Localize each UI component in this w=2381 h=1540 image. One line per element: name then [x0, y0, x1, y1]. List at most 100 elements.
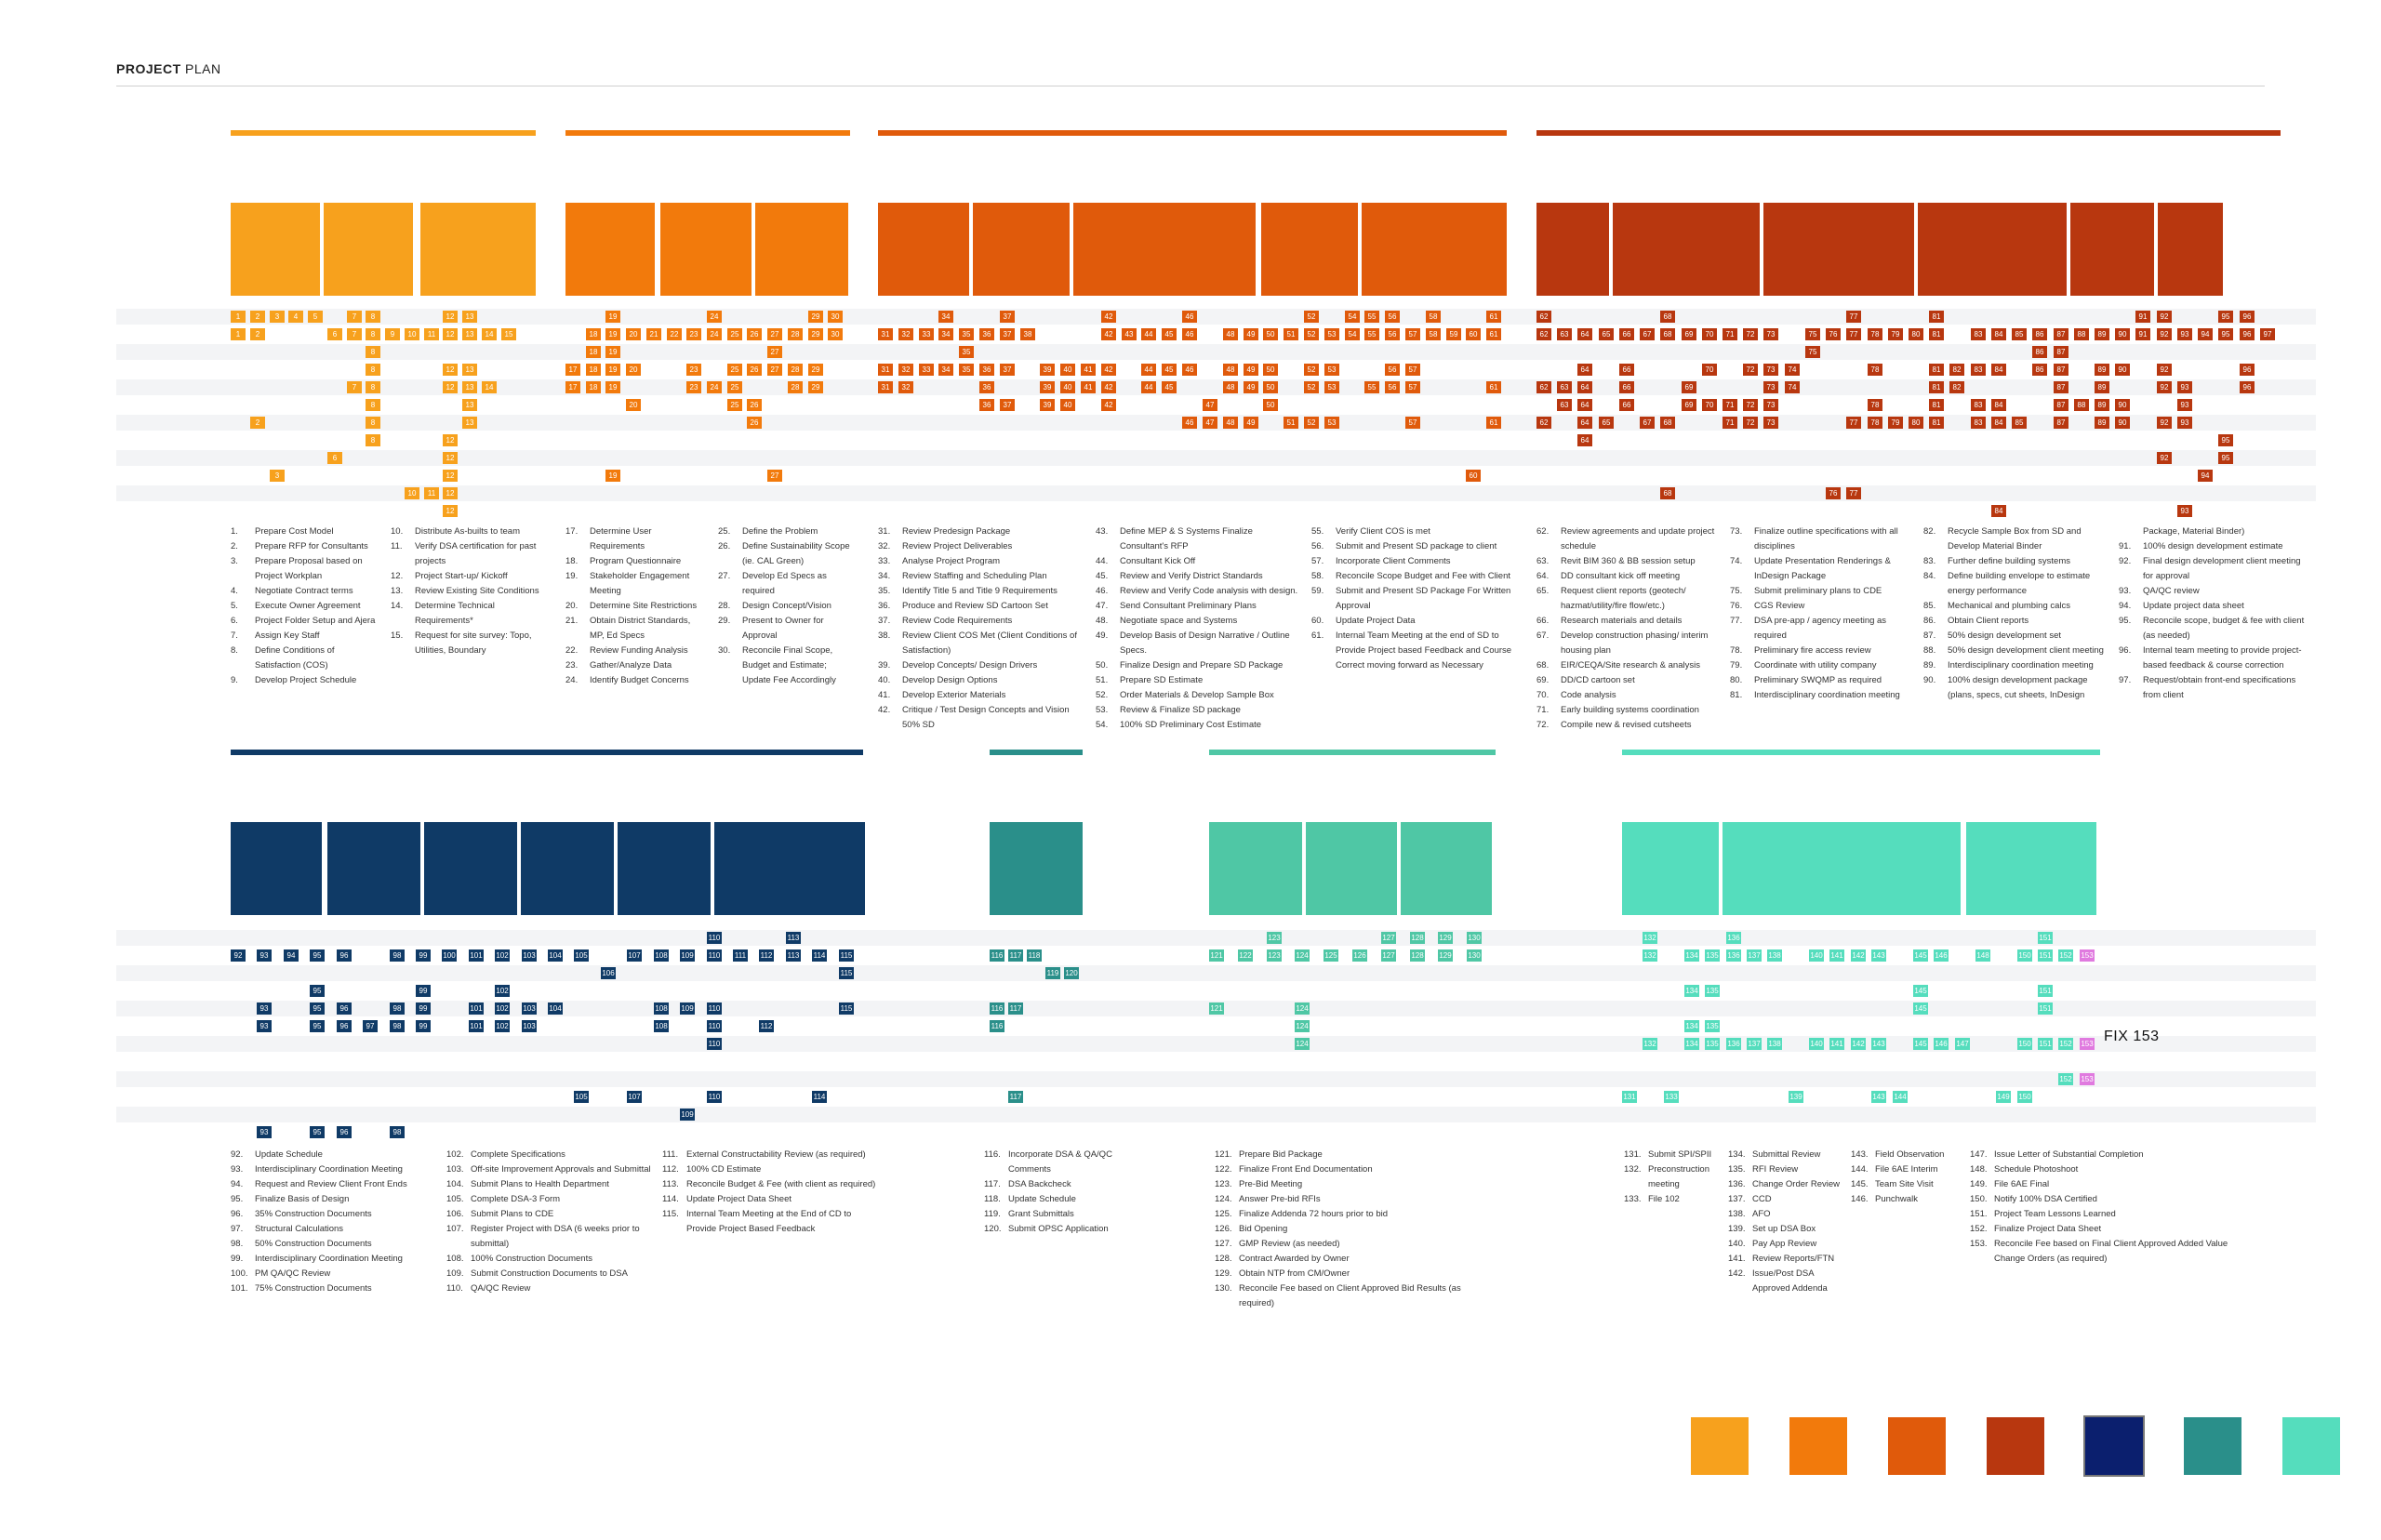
task-cell: 103 [522, 1002, 537, 1015]
task-block-state-local-agency-reviews [618, 822, 711, 915]
task-cell: 13 [462, 364, 477, 376]
note-number: 2. [231, 541, 238, 551]
task-cell: 14 [482, 381, 497, 393]
task-cell: 50 [1263, 364, 1278, 376]
note-number: 93. [231, 1164, 244, 1175]
task-cell: 117 [1008, 949, 1023, 962]
task-block-owner-kick-off [565, 203, 655, 296]
note-number: 92. [2119, 556, 2132, 566]
task-cell: 134 [1684, 1020, 1699, 1032]
notes-column: Package, Material Binder) 91. 100% design … [2119, 524, 2305, 703]
note-text: 35% Construction Documents [255, 1209, 372, 1219]
note-item: 2. Prepare RFP for Consultants [231, 539, 379, 554]
note-item: 81. Interdisciplinary coordination meetin… [1730, 688, 1916, 703]
color-swatch [1987, 1417, 2044, 1475]
notes-column: 62. Review agreements and update project … [1536, 524, 1723, 733]
note-text: Finalize Front End Documentation [1239, 1164, 1373, 1175]
note-number: 49. [1096, 631, 1109, 641]
note-text: Preconstruction meeting [1648, 1164, 1710, 1189]
note-text: Reconcile Budget & Fee (with client as r… [686, 1179, 876, 1189]
note-text: Update Project Data Sheet [686, 1194, 792, 1204]
note-item: 112. 100% CD Estimate [662, 1162, 876, 1177]
note-item: 10. Distribute As-builts to team [391, 524, 549, 539]
note-text: Develop Concepts/ Design Drivers [902, 660, 1038, 670]
task-cell: 130 [1467, 932, 1482, 944]
task-cell: 83 [1971, 364, 1986, 376]
note-item: 99. Interdisciplinary Coordination Meetin… [231, 1252, 435, 1267]
task-cell: 92 [2157, 452, 2172, 464]
task-cell: 56 [1385, 328, 1400, 340]
note-number: 112. [662, 1164, 679, 1175]
note-number: 74. [1730, 556, 1743, 566]
note-text: Distribute As-builts to team [415, 526, 520, 537]
task-cell: 31 [878, 328, 893, 340]
note-item: 28. Design Concept/Vision [718, 599, 858, 614]
note-item: 93. Interdisciplinary Coordination Meetin… [231, 1162, 435, 1177]
task-cell: 3 [270, 470, 285, 482]
note-text: File 102 [1648, 1194, 1680, 1204]
note-item: 36. Produce and Review SD Cartoon Set [878, 599, 1087, 614]
note-item: 38. Review Client COS Met (Client Conditi… [878, 629, 1087, 658]
note-item: 63. Revit BIM 360 & BB session setup [1536, 554, 1723, 569]
note-text: Determine Technical Requirements* [415, 601, 495, 626]
note-item: 145. Team Site Visit [1851, 1177, 1953, 1192]
note-text: Change Order Review [1752, 1179, 1840, 1189]
note-item: 29. Present to Owner for Approval [718, 614, 858, 644]
note-text: Reconcile Fee based on Final Client Appr… [1994, 1239, 2228, 1264]
task-cell: 29 [808, 381, 823, 393]
task-cell: 128 [1410, 932, 1425, 944]
task-cell: 146 [1934, 1038, 1949, 1050]
note-text: Prepare SD Estimate [1120, 675, 1204, 685]
note-text: Code analysis [1561, 690, 1616, 700]
note-text: Finalize Basis of Design [255, 1194, 350, 1204]
task-block-prepare-preliminary-design [660, 203, 752, 296]
note-text: Identify Title 5 and Title 9 Requirement… [902, 586, 1057, 596]
note-text: Review and Verify Code analysis with des… [1120, 586, 1298, 596]
task-cell: 19 [605, 470, 620, 482]
task-cell: 107 [627, 1091, 642, 1103]
notes-column: 147. Issue Letter of Substantial Completi… [1970, 1148, 2230, 1267]
note-item: 23. Gather/Analyze Data [565, 658, 705, 673]
note-item: 15. Request for site survey: Topo, Utilit… [391, 629, 549, 658]
note-number: 5. [231, 601, 238, 611]
note-number: 34. [878, 571, 891, 581]
task-cell: 12 [443, 434, 458, 446]
note-item: 124. Answer Pre-bid RFIs [1215, 1192, 1494, 1207]
note-item: 13. Review Existing Site Conditions [391, 584, 549, 599]
task-cell: 123 [1267, 949, 1282, 962]
task-cell: 7 [347, 381, 362, 393]
note-number: 66. [1536, 616, 1550, 626]
task-cell: 78 [1868, 364, 1882, 376]
note-item: 142. Issue/Post DSA Approved Addenda [1728, 1267, 1840, 1296]
task-cell: 136 [1726, 1038, 1741, 1050]
task-cell: 48 [1223, 328, 1238, 340]
task-cell: 27 [767, 328, 782, 340]
note-text: Contract Awarded by Owner [1239, 1254, 1350, 1264]
task-cell: 151 [2038, 932, 2053, 944]
notes-column: 43. Define MEP & S Systems Finalize Consu… [1096, 524, 1300, 733]
task-cell: 94 [284, 949, 299, 962]
task-cell: 108 [654, 1020, 669, 1032]
note-number: 14. [391, 601, 404, 611]
task-cell: 118 [1027, 949, 1042, 962]
notes-column: 55. Verify Client COS is met 56. Submit and… [1311, 524, 1525, 673]
note-item: 83. Further define building systems [1923, 554, 2109, 569]
note-text: Reconcile scope, budget & fee with clien… [2143, 616, 2305, 641]
task-cell: 72 [1743, 399, 1758, 411]
note-number: 147. [1970, 1149, 1988, 1160]
task-cell: 90 [2115, 417, 2130, 429]
task-cell: 40 [1060, 399, 1075, 411]
task-cell: 9 [385, 328, 400, 340]
role-band [116, 485, 2316, 501]
task-cell: 75 [1805, 346, 1820, 358]
note-item: 57. Incorporate Client Comments [1311, 554, 1525, 569]
task-cell: 59 [1446, 328, 1461, 340]
task-cell: 113 [786, 932, 801, 944]
task-cell: 81 [1929, 311, 1944, 323]
task-cell: 103 [522, 1020, 537, 1032]
task-cell: 48 [1223, 364, 1238, 376]
note-text: Mechanical and plumbing calcs [1948, 601, 2071, 611]
color-swatch [1888, 1417, 1946, 1475]
note-number: 26. [718, 541, 731, 551]
note-number: 28. [718, 601, 731, 611]
